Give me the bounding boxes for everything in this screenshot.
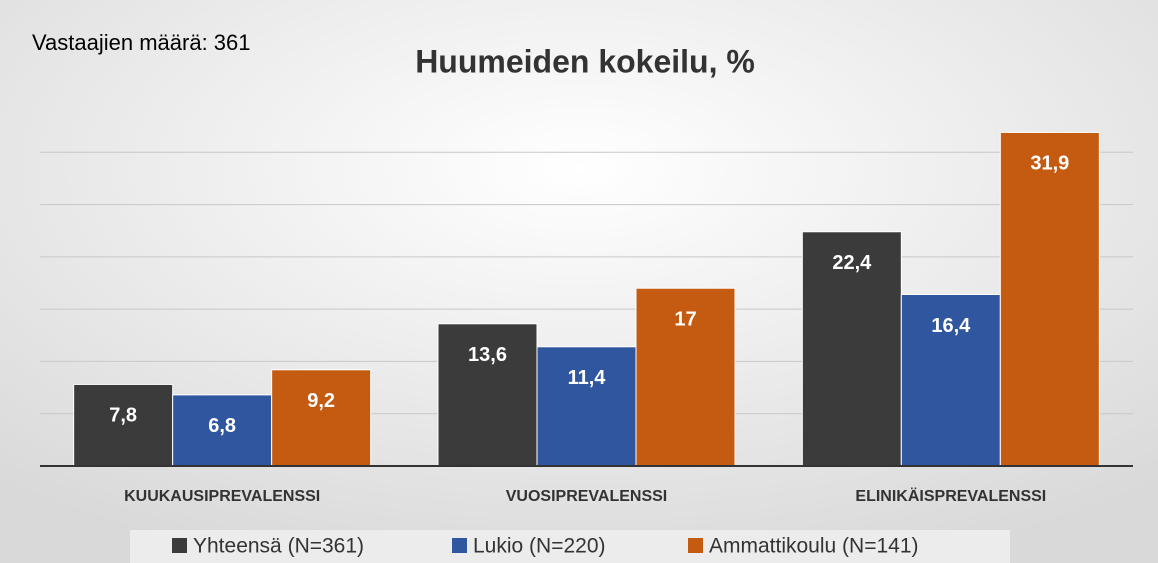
legend-box (130, 530, 1010, 563)
data-label: 16,4 (931, 315, 971, 337)
legend-swatch (688, 538, 703, 553)
annotation: Vastaajien määrä: 361 (32, 30, 251, 55)
legend-swatch (452, 538, 467, 553)
legend-swatch (172, 538, 187, 553)
bar (635, 287, 736, 467)
legend-label: Ammattikoulu (N=141) (709, 535, 919, 558)
chart-title: Huumeiden kokeilu, % (415, 43, 755, 79)
data-label: 13,6 (468, 344, 507, 366)
legend-label: Yhteensä (N=361) (193, 535, 364, 558)
bar (172, 394, 273, 467)
data-label: 17 (674, 309, 696, 331)
bar (801, 231, 902, 467)
bar (536, 346, 637, 467)
x-tick-label: VUOSIPREVALENSSI (506, 488, 668, 505)
x-tick-label: ELINIKÄISPREVALENSSI (855, 487, 1046, 505)
bar (999, 131, 1100, 467)
data-label: 11,4 (568, 367, 607, 389)
data-label: 7,8 (109, 405, 137, 427)
x-tick-label: KUUKAUSIPREVALENSSI (124, 488, 320, 505)
data-label: 31,9 (1030, 153, 1069, 175)
data-label: 6,8 (208, 415, 236, 437)
legend-label: Lukio (N=220) (473, 535, 606, 558)
data-label: 22,4 (832, 252, 872, 274)
data-label: 9,2 (307, 390, 335, 412)
bar (900, 294, 1001, 467)
bar (271, 369, 372, 467)
